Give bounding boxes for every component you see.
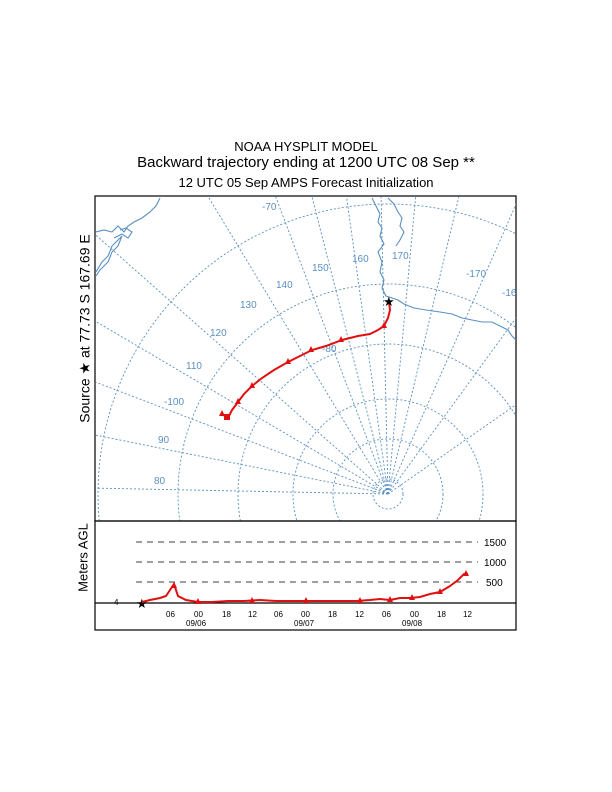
meridian-lines <box>96 197 516 495</box>
time-axis: 06 00 18 12 06 00 18 12 06 00 18 12 09/0… <box>166 610 472 628</box>
trajectory-marker <box>308 346 314 352</box>
level-label: 1000 <box>484 558 507 569</box>
meridian-label: -100 <box>164 397 184 408</box>
coastline-peninsula <box>387 197 405 247</box>
height-panel: 1500 1000 500 4 ★ 06 00 18 12 06 00 18 1… <box>94 520 517 631</box>
time-tick-label: 12 <box>248 610 257 619</box>
trajectory-marker <box>235 398 241 404</box>
meridian-label: 170 <box>392 251 409 262</box>
time-tick-label: 12 <box>463 610 472 619</box>
meridian-label: -170 <box>466 269 486 280</box>
meridian-label: 120 <box>210 328 227 339</box>
trajectory-title: Backward trajectory ending at 1200 UTC 0… <box>137 154 475 171</box>
height-markers <box>171 570 469 604</box>
source-star-icon: ★ <box>383 294 395 309</box>
meridian-labels: -70 140 150 160 170 -170 -160 130 120 11… <box>154 202 522 487</box>
coastline-antarctica <box>371 197 516 341</box>
time-tick-label: 18 <box>222 610 231 619</box>
trajectory-end-marker <box>224 414 230 420</box>
model-title: NOAA HYSPLIT MODEL <box>234 139 378 154</box>
coastline-west <box>96 197 161 233</box>
time-tick-label: 06 <box>382 610 391 619</box>
trajectory-path <box>221 301 392 420</box>
date-label: 09/07 <box>294 619 315 628</box>
height-profile <box>141 573 468 603</box>
meridian-label: -70 <box>262 202 277 213</box>
coastline-south-america-tip <box>113 227 133 239</box>
coastline-west-lower <box>96 235 123 277</box>
meridian-label: -80 <box>322 344 337 355</box>
trajectory-marker <box>285 358 291 364</box>
meridian-label: 150 <box>312 263 329 274</box>
coastlines <box>96 197 516 341</box>
trajectory-marker <box>338 336 344 342</box>
meridian-label: 110 <box>186 361 202 372</box>
trajectory-marker <box>249 382 255 388</box>
meridian-label: 130 <box>240 300 257 311</box>
meridian-label: 80 <box>154 476 166 487</box>
level-label: 500 <box>486 578 503 589</box>
time-tick-label: 18 <box>437 610 446 619</box>
meridian-label: 90 <box>158 435 170 446</box>
time-tick-label: 06 <box>166 610 175 619</box>
time-tick-label: 06 <box>274 610 283 619</box>
time-tick-label: 00 <box>301 610 310 619</box>
initialization-subtitle: 12 UTC 05 Sep AMPS Forecast Initializati… <box>178 175 434 190</box>
meridian-label: 160 <box>352 254 369 265</box>
meridian-label: 140 <box>276 280 293 291</box>
time-tick-label: 00 <box>410 610 419 619</box>
trajectory: ★ <box>219 294 395 420</box>
source-star-icon: ★ <box>136 596 148 611</box>
height-panel-frame <box>94 520 517 631</box>
trajectory-marker <box>381 322 387 328</box>
time-tick-label: 18 <box>328 610 337 619</box>
date-label: 09/06 <box>186 619 207 628</box>
trajectory-marker <box>219 410 225 416</box>
time-tick-label: 00 <box>194 610 203 619</box>
time-tick-label: 12 <box>355 610 364 619</box>
start-height-label: 4 <box>114 598 119 607</box>
meridian-label: -160 <box>502 288 522 299</box>
map-content: -70 140 150 160 170 -170 -160 130 120 11… <box>96 197 522 521</box>
latitude-circles <box>97 203 516 521</box>
date-label: 09/08 <box>402 619 423 628</box>
level-label: 1500 <box>484 538 507 549</box>
